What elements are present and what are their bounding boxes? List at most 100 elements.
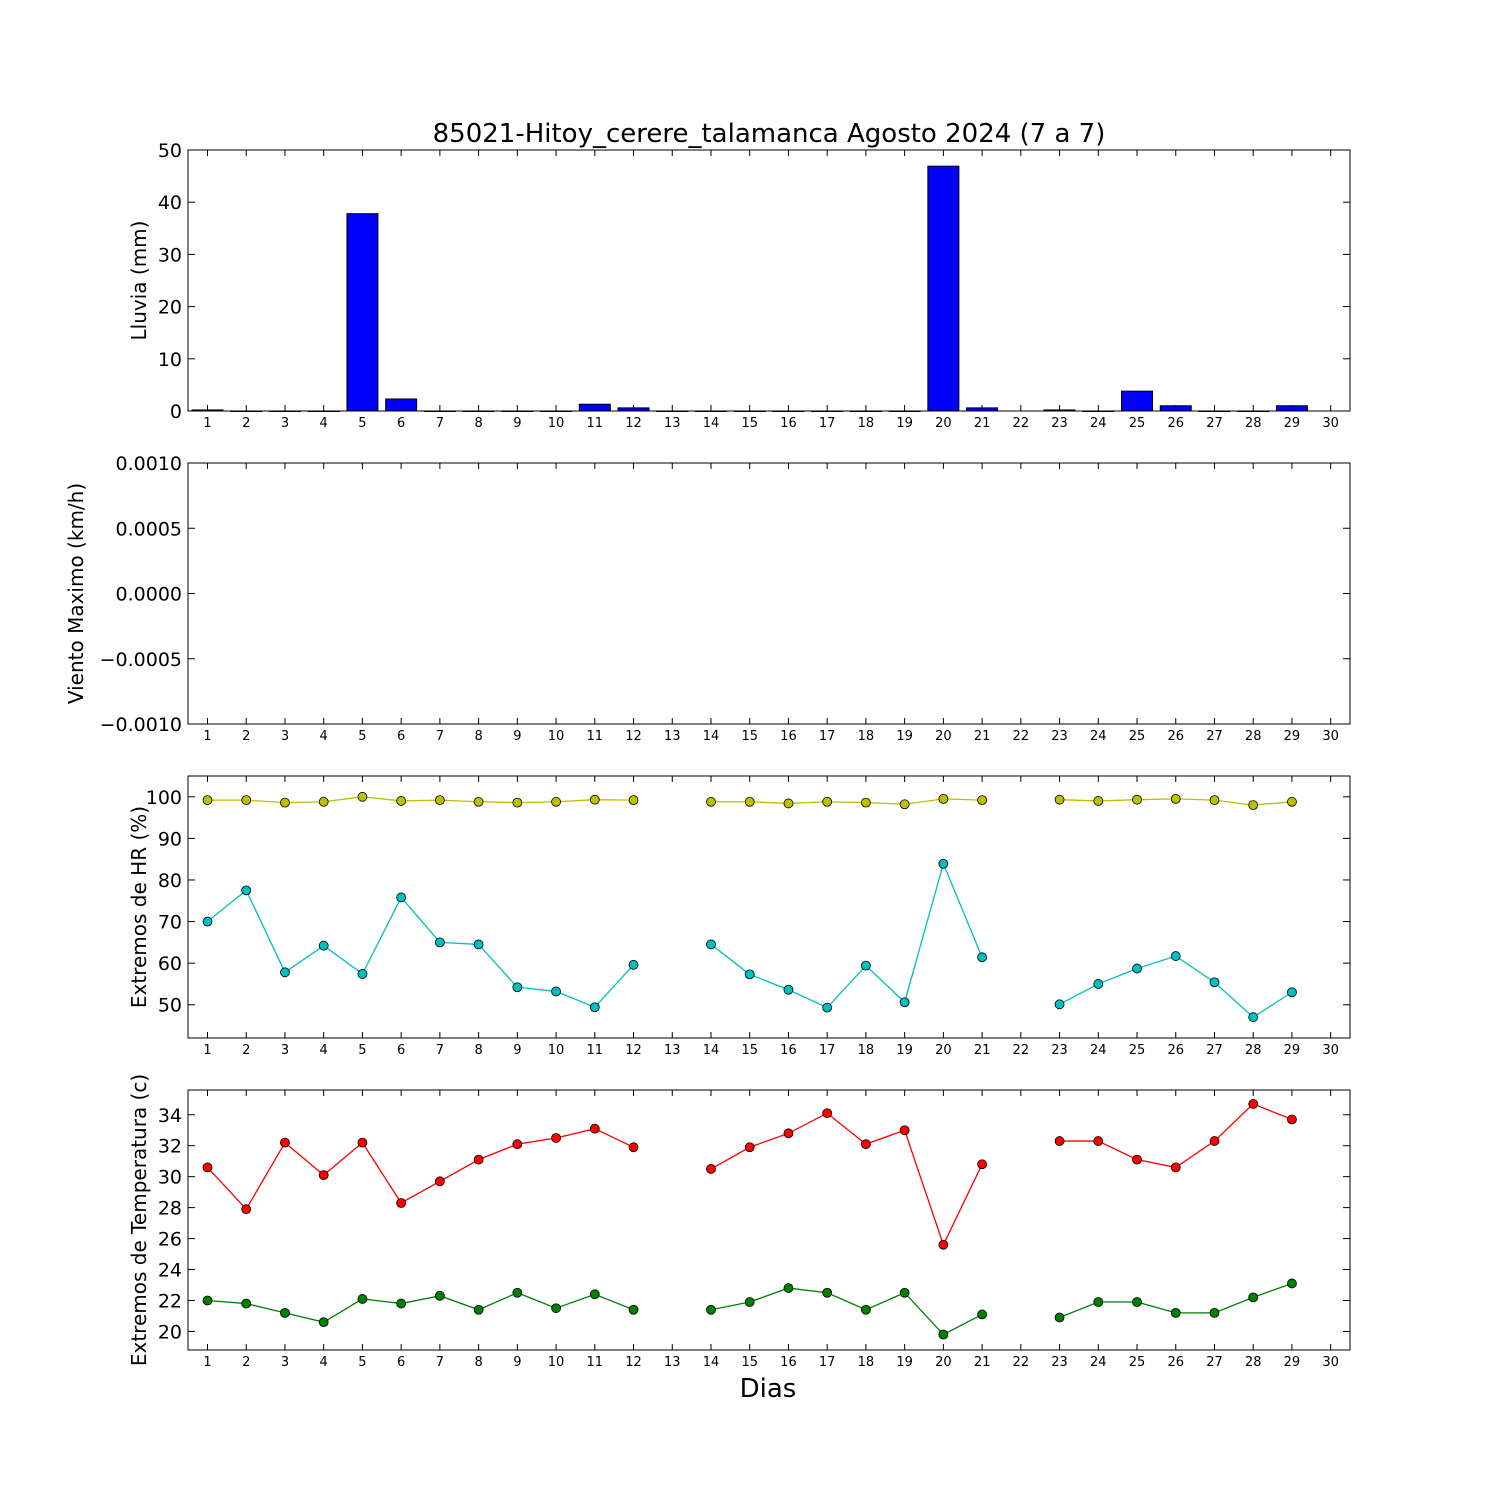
y-tick-label: 0.0000 <box>116 584 182 606</box>
y-tick-label: 20 <box>158 1321 182 1343</box>
rain-bar <box>1275 405 1308 412</box>
y-tick-label: 50 <box>158 995 182 1017</box>
x-tick-label: 21 <box>974 416 991 431</box>
data-point-t_max <box>899 1125 910 1136</box>
series-line-hr_min <box>207 889 635 1008</box>
y-tick-label: 20 <box>158 297 182 319</box>
data-point-t_min <box>280 1307 290 1318</box>
x-tick-label: 1 <box>203 729 211 744</box>
data-point-t_max <box>318 1170 329 1181</box>
data-point-hr_max <box>1132 794 1142 805</box>
x-tick-label: 14 <box>703 729 720 744</box>
data-point-t_max <box>551 1133 561 1143</box>
x-tick-label: 20 <box>935 416 952 431</box>
x-tick-label: 25 <box>1129 1355 1146 1370</box>
data-point-hr_max <box>1248 800 1259 811</box>
x-tick-label: 11 <box>587 1355 604 1370</box>
data-point-hr_max <box>1170 793 1181 804</box>
series-line-t_min <box>207 1292 634 1323</box>
x-tick-label: 2 <box>242 729 250 744</box>
data-point-hr_min <box>589 1002 600 1013</box>
x-tick-label: 19 <box>896 1043 913 1058</box>
y-axis-label: Extremos de Temperatura (c) <box>127 1074 151 1366</box>
data-point-hr_max <box>861 797 871 808</box>
data-point-hr_min <box>1054 999 1065 1010</box>
x-tick-label: 25 <box>1129 729 1146 744</box>
data-point-t_max <box>706 1164 716 1174</box>
data-point-t_min <box>1248 1292 1259 1303</box>
x-tick-label: 23 <box>1051 729 1068 744</box>
data-point-t_max <box>202 1162 213 1173</box>
x-tick-label: 28 <box>1245 1043 1262 1058</box>
data-point-hr_max <box>1054 794 1065 805</box>
data-point-t_min <box>1054 1312 1065 1323</box>
rain-bar <box>230 410 263 412</box>
x-tick-label: 4 <box>320 1043 328 1058</box>
x-tick-label: 17 <box>819 1355 836 1370</box>
data-point-t_min <box>473 1304 484 1315</box>
x-tick-label: 27 <box>1206 729 1223 744</box>
data-point-hr_max <box>1287 796 1297 807</box>
data-point-hr_min <box>202 916 213 927</box>
rain-bar <box>656 410 689 412</box>
data-point-t_max <box>628 1142 639 1153</box>
x-tick-label: 27 <box>1206 1043 1223 1058</box>
y-tick-label: −0.0010 <box>100 714 182 736</box>
x-tick-label: 22 <box>1013 1043 1030 1058</box>
data-point-hr_min <box>1287 987 1297 998</box>
data-point-t_min <box>1209 1307 1220 1318</box>
x-tick-label: 17 <box>819 729 836 744</box>
x-tick-label: 12 <box>625 1355 642 1370</box>
x-tick-label: 5 <box>358 416 366 431</box>
data-point-t_max <box>1287 1114 1297 1125</box>
x-tick-label: 18 <box>858 729 875 744</box>
data-point-t_min <box>241 1298 252 1309</box>
x-tick-label: 26 <box>1167 416 1184 431</box>
x-tick-label: 14 <box>703 416 720 431</box>
x-tick-label: 8 <box>474 1043 482 1058</box>
x-tick-label: 4 <box>320 1355 328 1370</box>
data-point-hr_min <box>1170 951 1181 961</box>
series-line-t_min <box>710 1287 983 1336</box>
data-point-hr_max <box>589 794 600 805</box>
data-point-t_min <box>357 1294 368 1304</box>
x-tick-label: 28 <box>1245 416 1262 431</box>
x-tick-label: 10 <box>548 1355 565 1370</box>
rain-bar <box>966 407 999 412</box>
x-tick-label: 20 <box>935 729 952 744</box>
data-point-hr_min <box>434 937 445 948</box>
x-tick-label: 29 <box>1284 1355 1301 1370</box>
x-tick-label: 9 <box>513 729 521 744</box>
data-point-hr_min <box>241 885 252 896</box>
x-tick-label: 11 <box>587 416 604 431</box>
x-tick-label: 12 <box>625 416 642 431</box>
data-point-hr_max <box>1093 796 1104 806</box>
x-tick-label: 17 <box>819 1043 836 1058</box>
x-tick-label: 7 <box>436 1355 444 1370</box>
y-tick-label: 80 <box>158 870 182 892</box>
rain-bar <box>1198 410 1231 412</box>
x-tick-label: 1 <box>203 1043 211 1058</box>
data-point-t_max <box>1248 1099 1259 1109</box>
x-tick-label: 24 <box>1090 416 1107 431</box>
data-point-t_max <box>1132 1154 1142 1165</box>
data-point-hr_max <box>434 795 445 806</box>
data-point-hr_max <box>938 793 949 804</box>
data-point-t_min <box>899 1287 910 1298</box>
data-point-hr_max <box>628 795 639 806</box>
data-point-hr_min <box>396 892 407 903</box>
data-point-hr_max <box>977 795 987 806</box>
x-tick-label: 8 <box>474 729 482 744</box>
chart-title: 85021-Hitoy_cerere_talamanca Agosto 2024… <box>433 119 1106 149</box>
data-point-hr_min <box>1093 979 1104 989</box>
data-point-hr_min <box>551 986 561 997</box>
data-point-t_max <box>861 1139 871 1150</box>
series-line-hr_min <box>710 861 983 1009</box>
data-point-t_min <box>1093 1297 1104 1307</box>
x-tick-label: 17 <box>819 416 836 431</box>
data-point-t_min <box>512 1287 523 1298</box>
x-tick-label: 9 <box>513 1355 521 1370</box>
data-point-t_max <box>1209 1136 1220 1146</box>
x-tick-label: 7 <box>436 729 444 744</box>
